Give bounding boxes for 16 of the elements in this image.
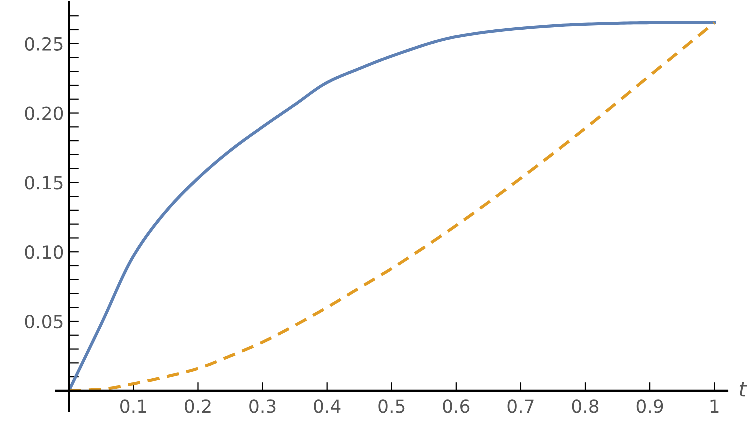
y-tick-label: 0.25 bbox=[25, 37, 63, 51]
x-tick-label: 0.7 bbox=[508, 400, 534, 414]
x-axis-title: t bbox=[740, 382, 748, 397]
x-tick-label: 1 bbox=[710, 400, 719, 413]
x-tick-label: 0.1 bbox=[120, 400, 146, 414]
x-tick-label: 0.4 bbox=[314, 400, 341, 414]
x-tick-label: 0.6 bbox=[443, 400, 470, 414]
y-tick-label: 0.10 bbox=[25, 246, 64, 260]
y-tick-label: 0.20 bbox=[25, 106, 64, 120]
x-tick-label: 0.8 bbox=[572, 400, 599, 414]
x-tick-label: 0.5 bbox=[378, 400, 405, 414]
x-tick-label: 0.3 bbox=[250, 400, 276, 414]
y-tick-label: 0.05 bbox=[25, 314, 63, 329]
x-tick-label: 0.9 bbox=[636, 400, 664, 414]
y-tick-label: 0.15 bbox=[25, 176, 63, 190]
x-tick-label: 0.2 bbox=[185, 400, 211, 414]
